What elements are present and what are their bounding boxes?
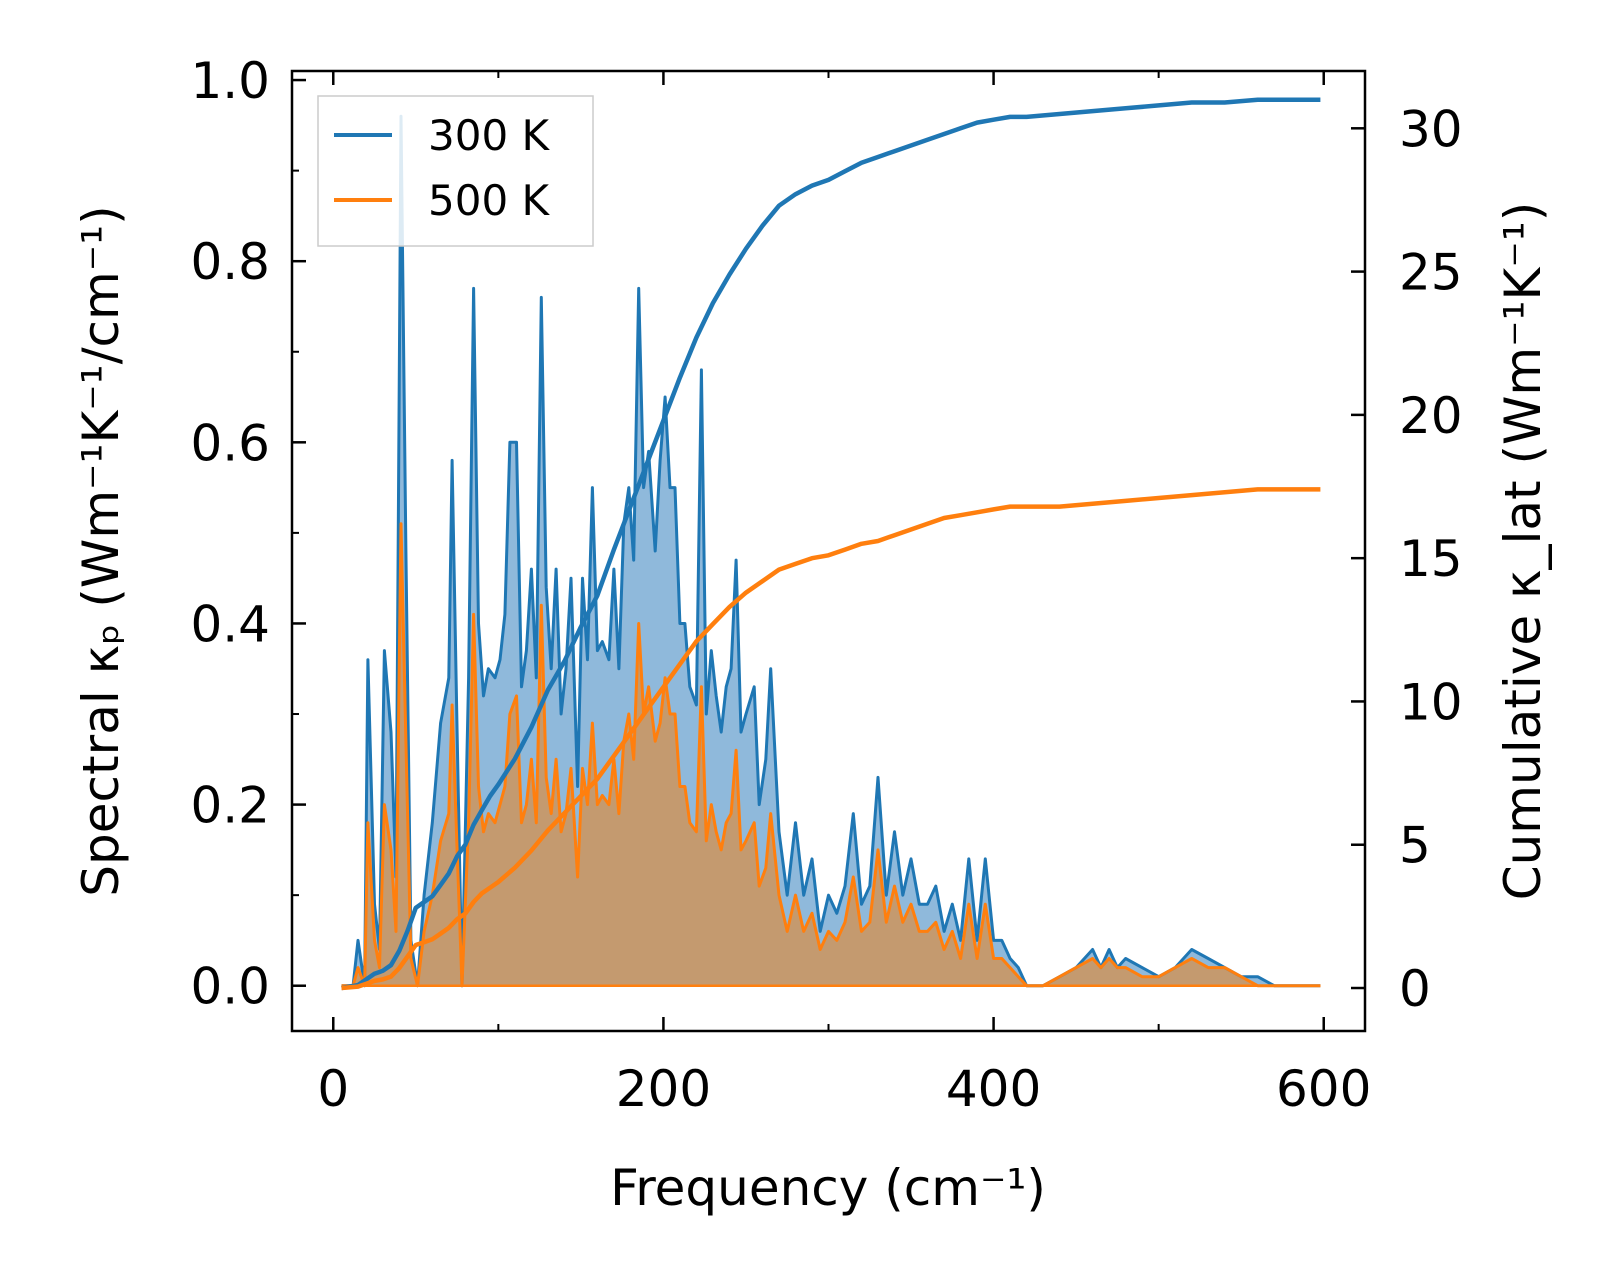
legend-box xyxy=(317,95,594,247)
y-right-tick-label: 5 xyxy=(1399,817,1431,875)
cumulative-line-300K xyxy=(341,97,1321,991)
data-lines xyxy=(341,97,1321,991)
y-left-tick-label: 0.8 xyxy=(190,233,270,291)
cumulative-line-500K xyxy=(341,487,1321,991)
y-left-axis-title: Spectral κₚ (Wm⁻¹K⁻¹/cm⁻¹) xyxy=(72,205,130,896)
x-tick-label: 200 xyxy=(616,1060,711,1118)
y-right-tick-label: 20 xyxy=(1399,387,1463,445)
legend-label-300K: 300 K xyxy=(428,111,551,160)
y-left-tick-label: 0.4 xyxy=(190,595,270,653)
x-tick-label: 0 xyxy=(317,1060,349,1118)
spectral-fill-300K xyxy=(341,116,1321,986)
y-left-tick-label: 0.6 xyxy=(190,414,270,472)
y-left-tick-label: 1.0 xyxy=(190,52,270,110)
y-right-axis-title: Cumulative κ_lat (Wm⁻¹K⁻¹) xyxy=(1494,202,1552,901)
spectral-line-500K xyxy=(341,522,1321,988)
y-right-tick-label: 15 xyxy=(1399,530,1463,588)
x-tick-label: 600 xyxy=(1276,1060,1371,1118)
axis-ticks: 0 200 400 600 0.0 0.2 0.4 0.6 0.8 1.0 0 5 10 15 20 25 30 xyxy=(190,52,1462,1118)
y-left-tick-label: 0.0 xyxy=(190,958,270,1016)
legend: 300 K 500 K xyxy=(317,95,594,247)
y-left-tick-label: 0.2 xyxy=(190,777,270,835)
x-tick-label: 400 xyxy=(946,1060,1041,1118)
spectral-fills xyxy=(341,116,1321,986)
spectral-fill-500K xyxy=(341,523,1321,986)
y-right-tick-label: 10 xyxy=(1399,673,1463,731)
spectral-line-300K xyxy=(341,114,1321,988)
x-axis-title: Frequency (cm⁻¹) xyxy=(610,1159,1046,1217)
legend-label-500K: 500 K xyxy=(428,176,551,225)
y-right-tick-label: 25 xyxy=(1399,244,1463,302)
y-right-tick-label: 30 xyxy=(1399,100,1463,158)
y-right-tick-label: 0 xyxy=(1399,960,1431,1018)
